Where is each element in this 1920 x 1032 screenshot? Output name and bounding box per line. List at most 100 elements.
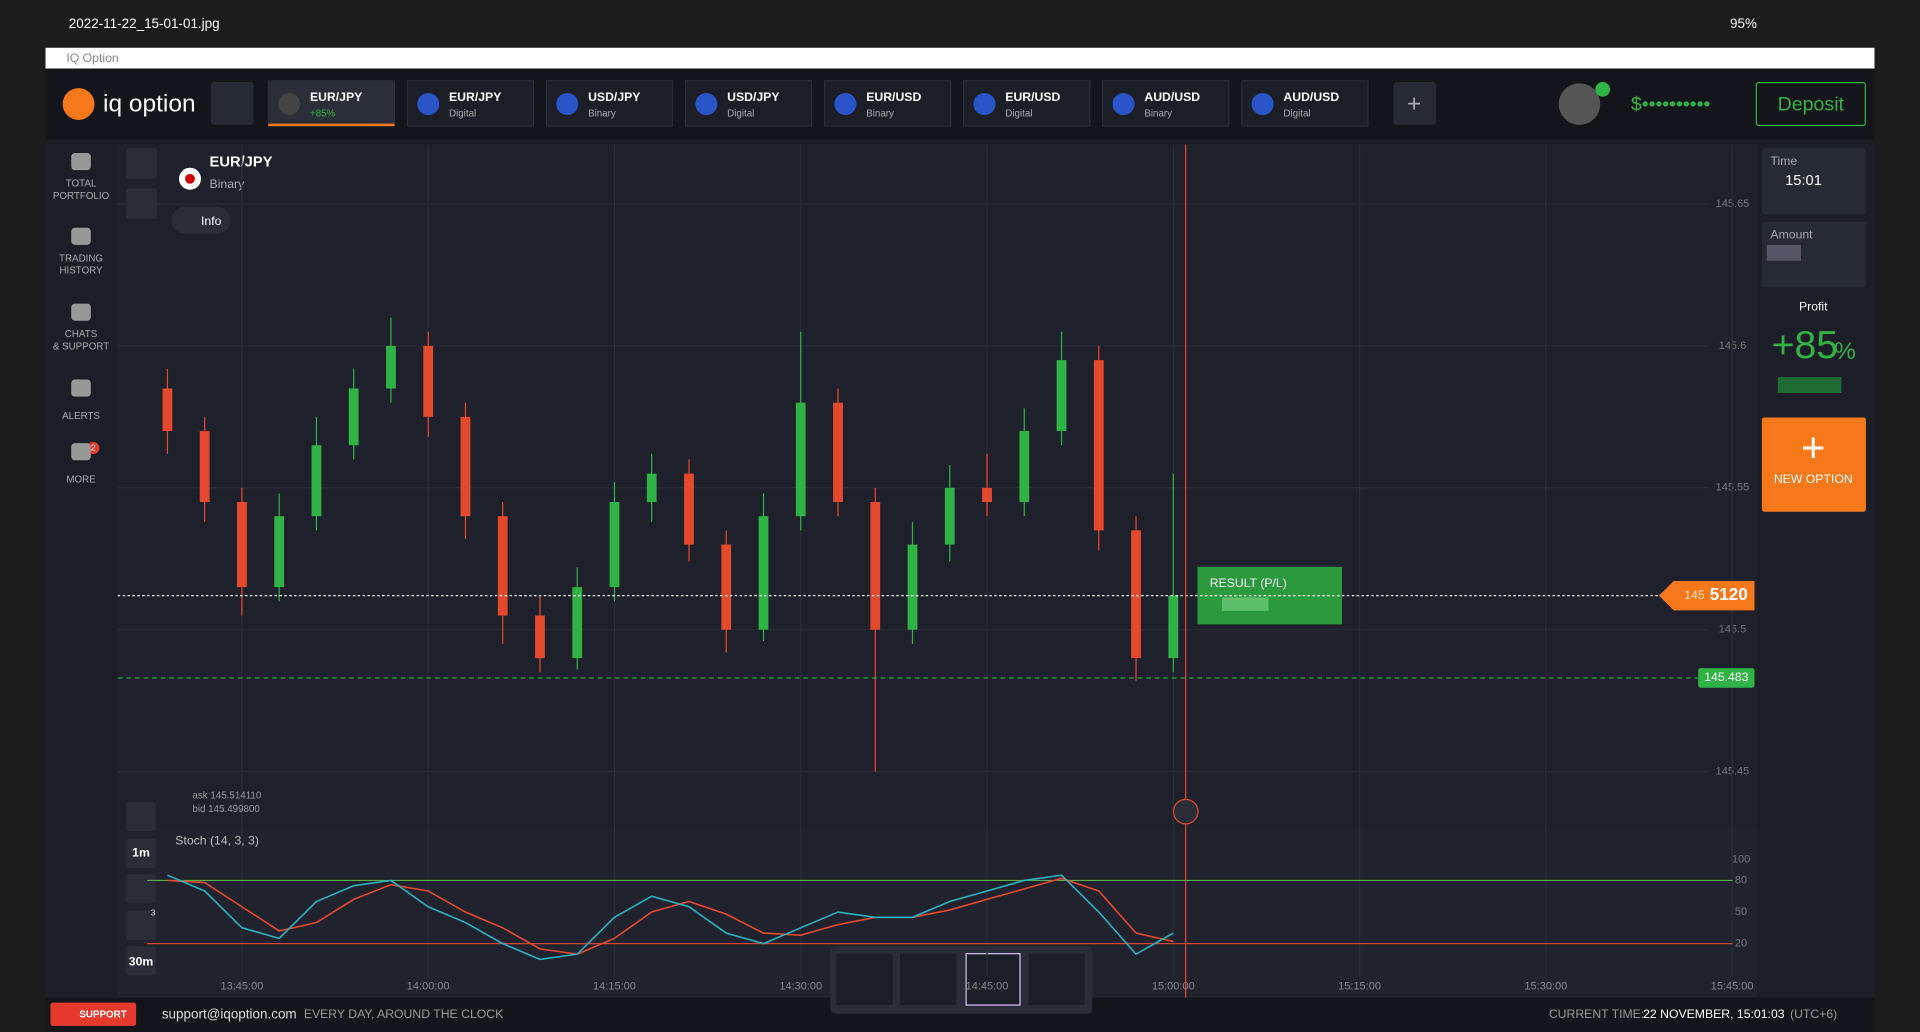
deposit-button[interactable] [1755, 82, 1866, 127]
support-label[interactable]: SUPPORT [79, 1009, 126, 1020]
candle-body [833, 402, 843, 503]
result-label: RESULT (P/L) [1210, 576, 1287, 590]
x-tick-label: 13:45:00 [221, 981, 264, 993]
sidebar-label[interactable]: ALERTS [62, 411, 100, 422]
add-tab[interactable] [1393, 82, 1437, 125]
indicators-button[interactable] [126, 910, 156, 941]
sidebar-icon [71, 153, 91, 171]
tab-underline [268, 123, 395, 127]
close-chart[interactable] [126, 148, 157, 179]
sidebar-label[interactable]: TOTAL PORTFOLIO [53, 178, 110, 201]
stoch-k [167, 874, 1174, 961]
result-hidden [1221, 597, 1269, 611]
sidebar-label[interactable]: CHATS & SUPPORT [53, 329, 109, 352]
tab-flag [556, 93, 579, 116]
tab-pair: AUD/USD [1283, 90, 1339, 104]
sidebar-label[interactable]: TRADING HISTORY [59, 253, 103, 276]
period-button[interactable] [126, 946, 156, 976]
deposit-label[interactable]: Deposit [1778, 93, 1845, 115]
timeframe[interactable]: 1m [132, 846, 150, 860]
candle-body [162, 388, 173, 432]
expiry-flag [1172, 798, 1199, 825]
info-button[interactable] [171, 206, 231, 234]
sidebar-icon [71, 443, 91, 461]
tab-sub: Binary [588, 108, 616, 119]
info-label[interactable]: Info [201, 214, 222, 228]
candle-body [758, 516, 769, 630]
sidebar-label[interactable]: MORE [66, 474, 96, 485]
tab-flag [834, 93, 857, 116]
time-box[interactable] [1761, 148, 1866, 215]
new-option-button[interactable] [1761, 417, 1866, 512]
chart-type[interactable] [126, 801, 156, 832]
window-title: IQ Option [66, 51, 119, 65]
ask: ask 145.514110 [192, 790, 261, 801]
asset-pair[interactable]: EUR/JPY [210, 155, 273, 171]
plus-icon: + [1407, 91, 1421, 118]
support-email[interactable]: support@iqoption.com [162, 1006, 297, 1021]
new-option-label[interactable]: NEW OPTION [1774, 472, 1853, 486]
avatar[interactable] [1558, 83, 1601, 125]
candle-body [907, 544, 918, 630]
x-tick-label: 15:45:00 [1711, 981, 1754, 993]
tab-pair: EUR/USD [866, 90, 921, 104]
candle-body [609, 502, 620, 588]
thumbnail[interactable] [1028, 953, 1085, 1006]
tab-flag [417, 93, 440, 116]
grid-button[interactable] [210, 82, 254, 125]
candle-body [982, 487, 992, 503]
plus-icon: + [1801, 424, 1825, 471]
timeframe-button[interactable] [126, 838, 156, 868]
candle-body [311, 445, 322, 517]
price-minor: 5120 [1710, 584, 1748, 604]
tab-pair: EUR/JPY [310, 90, 362, 104]
candle-body [199, 431, 210, 503]
stoch-tick-label: 20 [1735, 938, 1747, 950]
candle-body [1056, 360, 1067, 432]
time-value: 15:01 [1785, 173, 1822, 189]
tab-pair: EUR/USD [1005, 90, 1060, 104]
candle-body [497, 516, 508, 616]
candle-body [386, 345, 396, 389]
support-button[interactable] [50, 1002, 137, 1026]
strike-label: 145.483 [1704, 670, 1748, 684]
draw-button[interactable] [126, 874, 156, 904]
tab[interactable] [406, 80, 535, 127]
amount-hidden [1766, 244, 1802, 261]
candle-body [684, 473, 694, 545]
candle-body [944, 487, 955, 545]
x-tick-label: 15:00:00 [1152, 981, 1195, 993]
profit-value: +85 [1772, 324, 1838, 367]
candle-body [870, 502, 881, 630]
badge-count: 3 [151, 908, 156, 918]
thumbnail[interactable] [965, 953, 1021, 1006]
candle-body [1093, 360, 1104, 531]
bid: bid 145.499800 [192, 804, 260, 815]
stoch-d [167, 877, 1174, 955]
amount-box[interactable] [1761, 221, 1866, 288]
x-tick-label: 14:00:00 [407, 981, 450, 993]
tab-sub: Digital [727, 108, 754, 119]
flag-jp-dot [185, 173, 195, 184]
tab-sub: Digital [1005, 108, 1032, 119]
balance[interactable]: $•••••••••• [1631, 93, 1711, 115]
tab-pair: USD/JPY [588, 90, 640, 104]
thumbnail[interactable] [900, 953, 957, 1006]
thumbnail[interactable] [836, 953, 893, 1006]
candle-body [348, 388, 359, 446]
tab-flag [973, 93, 996, 116]
x-tick-label: 14:30:00 [779, 981, 822, 993]
profit-label: Profit [1799, 300, 1828, 314]
tab-flag [695, 93, 718, 116]
candle-body [646, 473, 657, 503]
sidebar-icon [71, 303, 91, 321]
period[interactable]: 30m [129, 954, 154, 968]
zoom: 95% [1730, 16, 1757, 31]
window-bar [45, 47, 1875, 69]
tab-flag [1112, 93, 1135, 116]
tab-flag [1251, 93, 1274, 116]
strike-tag [1698, 668, 1755, 688]
thumbnail-strip [830, 946, 1093, 1014]
time-label: CURRENT TIME: [1549, 1007, 1644, 1021]
